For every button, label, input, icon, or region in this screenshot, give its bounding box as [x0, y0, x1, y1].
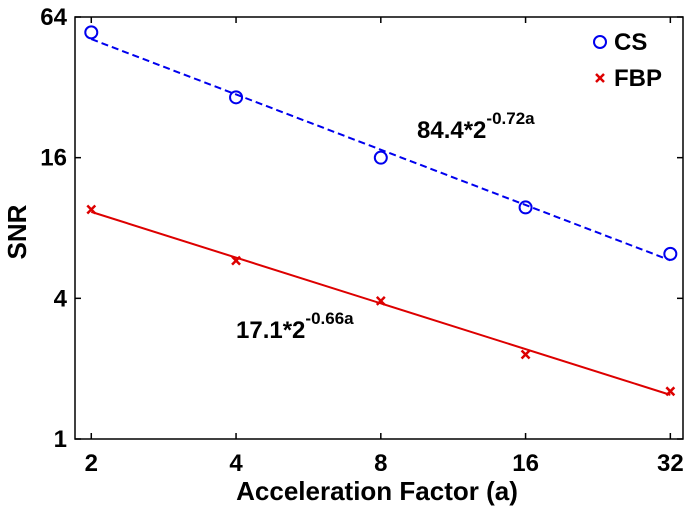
cs-data-point: [229, 90, 244, 105]
y-tick-label: 16: [40, 145, 67, 172]
x-tick-label: 2: [85, 450, 98, 477]
legend-cs-label: CS: [614, 29, 647, 56]
cs-fit-annotation: 84.4*2-0.72a: [417, 109, 535, 144]
cs-data-point: [518, 200, 533, 215]
fbp-data-point: [520, 349, 531, 360]
plot-area: [74, 16, 684, 440]
y-tick-label: 1: [54, 426, 67, 453]
y-tick-label: 64: [40, 4, 67, 31]
fbp-fit-exponent: -0.66a: [305, 309, 354, 328]
y-tick-label: 4: [54, 285, 68, 312]
fbp-data-point: [375, 296, 386, 306]
x-tick-label: 32: [657, 450, 684, 477]
cs-data-point: [663, 246, 678, 261]
legend: CS FBP: [593, 29, 662, 92]
cs-fit-base: 84.4*2: [417, 117, 486, 144]
fit-lines: [90, 38, 671, 396]
legend-fbp-label: FBP: [614, 65, 662, 92]
fbp-data-point: [86, 204, 97, 215]
legend-fbp-marker: [595, 73, 605, 83]
fbp-data-point: [231, 255, 241, 266]
cs-fit-line: [90, 38, 671, 262]
y-axis-label: SNR: [2, 204, 32, 259]
x-axis-label: Acceleration Factor (a): [236, 476, 518, 506]
data-markers: [84, 25, 678, 397]
x-tick-label: 16: [512, 450, 539, 477]
legend-cs-marker: [593, 35, 607, 49]
x-tick-labels: 2 4 8 16 32: [85, 450, 684, 477]
fbp-data-point: [665, 386, 676, 397]
cs-data-point: [84, 25, 99, 40]
axis-ticks: [75, 16, 683, 440]
cs-data-point: [373, 150, 388, 165]
fbp-fit-line: [90, 210, 671, 396]
x-tick-label: 4: [229, 450, 243, 477]
x-tick-label: 8: [374, 450, 387, 477]
cs-fit-exponent: -0.72a: [486, 109, 535, 128]
fbp-fit-annotation: 17.1*2-0.66a: [236, 309, 354, 344]
y-tick-labels: 1 4 16 64: [40, 4, 67, 453]
fbp-fit-base: 17.1*2: [236, 317, 305, 344]
